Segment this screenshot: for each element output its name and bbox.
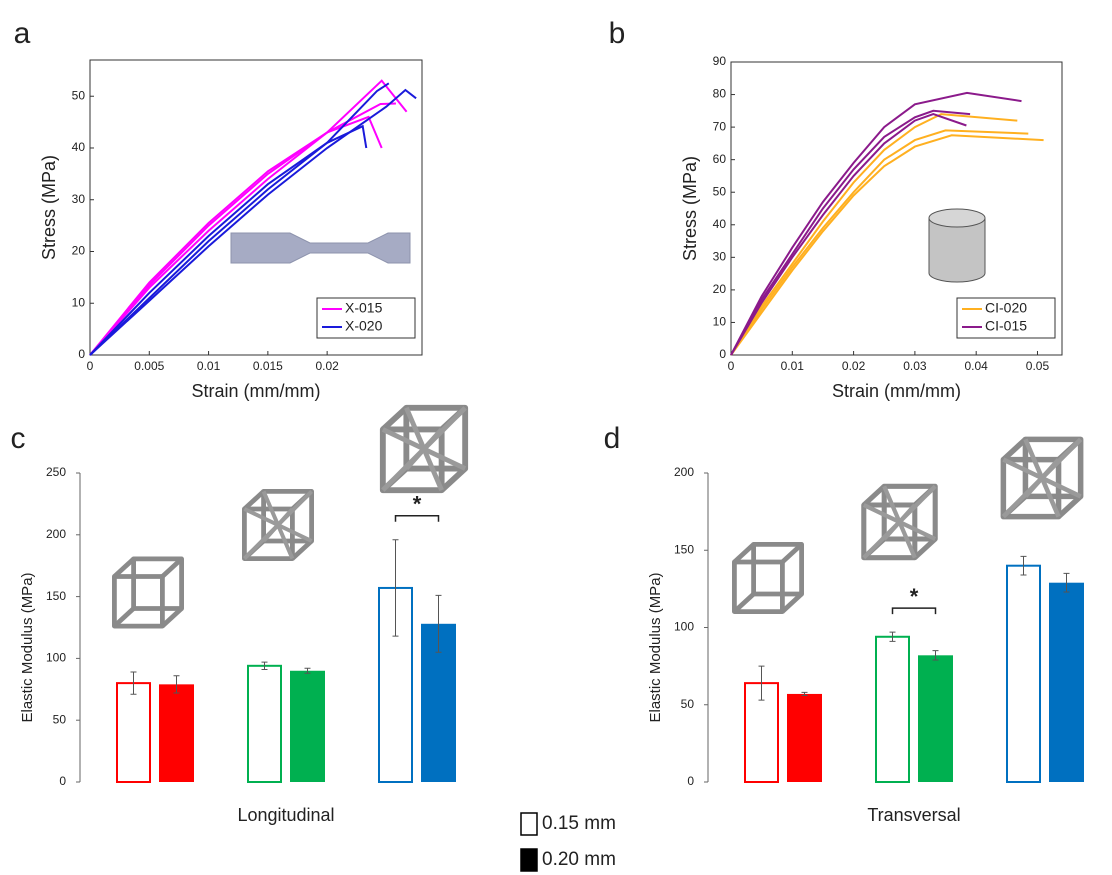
y-tick-label: 50 — [713, 184, 727, 198]
legend-label: X-015 — [345, 300, 383, 316]
x-tick-label: 0.02 — [315, 359, 339, 373]
lattice-icon — [383, 408, 465, 490]
y-tick-label: 0 — [719, 347, 726, 361]
y-tick-label: 50 — [681, 697, 695, 711]
y-tick-label: 150 — [46, 589, 66, 603]
bar — [1007, 566, 1040, 782]
significance-bracket — [396, 516, 439, 522]
y-tick-label: 0 — [78, 347, 85, 361]
y-tick-label: 0 — [59, 774, 66, 788]
legend-label: CI-015 — [985, 318, 1027, 334]
x-tick-label: 0 — [87, 359, 94, 373]
bar — [248, 666, 281, 782]
x-tick-label: 0.01 — [197, 359, 221, 373]
y-tick-label: 150 — [674, 542, 694, 556]
lattice-icon — [1003, 439, 1080, 516]
bar — [787, 694, 822, 782]
y-tick-label: 200 — [46, 527, 66, 541]
x-tick-label: 0.015 — [253, 359, 283, 373]
inset-cylinder — [929, 209, 985, 282]
y-tick-label: 80 — [713, 87, 727, 101]
figure: a 0 0.005 0.01 0.015 0.02 0 10 20 30 40 50 X-015 X-02… — [0, 0, 1112, 875]
y-tick-label: 30 — [713, 250, 727, 264]
lattice-icon — [864, 486, 935, 557]
panel-label: a — [14, 17, 31, 50]
legend-label: 0.15 mm — [542, 813, 616, 834]
x-tick-label: 0.04 — [965, 359, 989, 373]
lattice-icon — [734, 544, 801, 611]
y-tick-label: 100 — [46, 651, 66, 665]
x-tick-label: 0.03 — [903, 359, 927, 373]
lattice-icon — [114, 559, 181, 626]
bar — [876, 637, 909, 782]
panel-label: d — [604, 422, 621, 455]
y-tick-label: 10 — [72, 295, 86, 309]
y-tick-label: 40 — [72, 140, 86, 154]
y-tick-label: 20 — [72, 244, 86, 258]
significance-mark: * — [910, 584, 919, 609]
y-tick-label: 70 — [713, 119, 727, 133]
inset-dogbone — [231, 233, 410, 263]
bar — [1049, 583, 1084, 782]
lattice-icon — [244, 491, 311, 558]
significance-bracket — [893, 608, 936, 614]
y-tick-label: 10 — [713, 315, 727, 329]
x-axis-title: Longitudinal — [237, 805, 334, 825]
x-axis-title: Transversal — [867, 805, 960, 825]
y-tick-label: 30 — [72, 192, 86, 206]
y-tick-label: 40 — [713, 217, 727, 231]
x-tick-label: 0.005 — [134, 359, 164, 373]
y-tick-label: 250 — [46, 465, 66, 479]
bar — [918, 655, 953, 782]
legend-swatch — [521, 813, 537, 835]
panel-label: b — [609, 17, 626, 50]
significance-mark: * — [413, 492, 422, 517]
y-axis-title: Elastic Modulus (MPa) — [19, 572, 36, 722]
y-tick-label: 100 — [674, 620, 694, 634]
legend-label: CI-020 — [985, 300, 1027, 316]
y-axis-title: Elastic Modulus (MPa) — [647, 572, 664, 722]
x-tick-label: 0.02 — [842, 359, 866, 373]
x-tick-label: 0.05 — [1026, 359, 1050, 373]
legend-label: 0.20 mm — [542, 849, 616, 870]
y-tick-label: 60 — [713, 152, 727, 166]
y-tick-label: 0 — [687, 774, 694, 788]
legend-label: X-020 — [345, 318, 383, 334]
y-axis-title: Stress (MPa) — [680, 156, 700, 261]
x-axis-title: Strain (mm/mm) — [192, 381, 321, 401]
bar — [290, 671, 325, 782]
bar — [117, 683, 150, 782]
y-tick-label: 50 — [53, 712, 67, 726]
y-tick-label: 200 — [674, 465, 694, 479]
legend-swatch — [521, 849, 537, 871]
y-tick-label: 90 — [713, 54, 727, 68]
x-tick-label: 0 — [728, 359, 735, 373]
panel-label: c — [11, 422, 26, 455]
y-axis-title: Stress (MPa) — [39, 155, 59, 260]
bar — [159, 684, 194, 782]
x-axis-title: Strain (mm/mm) — [832, 381, 961, 401]
y-tick-label: 50 — [72, 88, 86, 102]
x-tick-label: 0.01 — [781, 359, 805, 373]
y-tick-label: 20 — [713, 282, 727, 296]
